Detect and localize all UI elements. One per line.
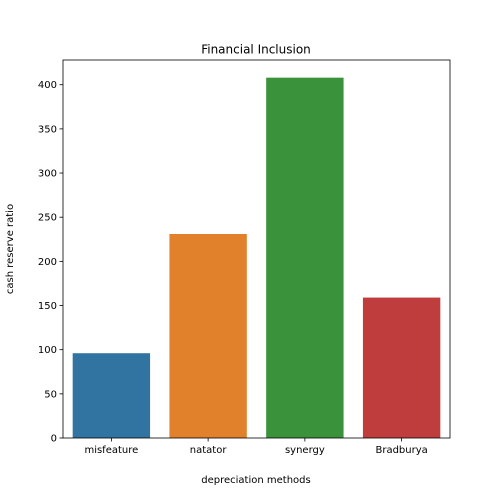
bar-misfeature: [72, 353, 151, 438]
y-axis-label: cash reserve ratio: [5, 204, 16, 294]
x-axis-label: depreciation methods: [201, 475, 310, 486]
x-axis-ticks: misfeature natator synergy Bradburya: [84, 438, 428, 456]
y-tick-label: 250: [38, 213, 57, 224]
bar-natator: [169, 233, 247, 438]
x-tick-label: synergy: [285, 445, 325, 456]
y-tick-label: 100: [38, 345, 57, 356]
y-tick-label: 50: [44, 389, 57, 400]
chart-title: Financial Inclusion: [201, 43, 311, 57]
x-tick-label: misfeature: [84, 445, 138, 456]
y-tick-label: 300: [38, 169, 57, 180]
bar-bradburya: [362, 297, 441, 438]
y-tick-label: 350: [38, 124, 57, 135]
bars-group: [72, 77, 441, 439]
x-tick-label: natator: [190, 445, 228, 456]
plot-frame: [62, 59, 451, 439]
x-tick-label: Bradburya: [375, 445, 427, 456]
y-tick-label: 200: [38, 257, 57, 268]
y-tick-label: 150: [38, 301, 57, 312]
bar-synergy: [266, 77, 344, 439]
y-axis-ticks: 0 50 100 150 200 250 300 350 400: [38, 80, 63, 445]
y-tick-label: 400: [38, 80, 57, 91]
y-tick-label: 0: [51, 434, 57, 445]
